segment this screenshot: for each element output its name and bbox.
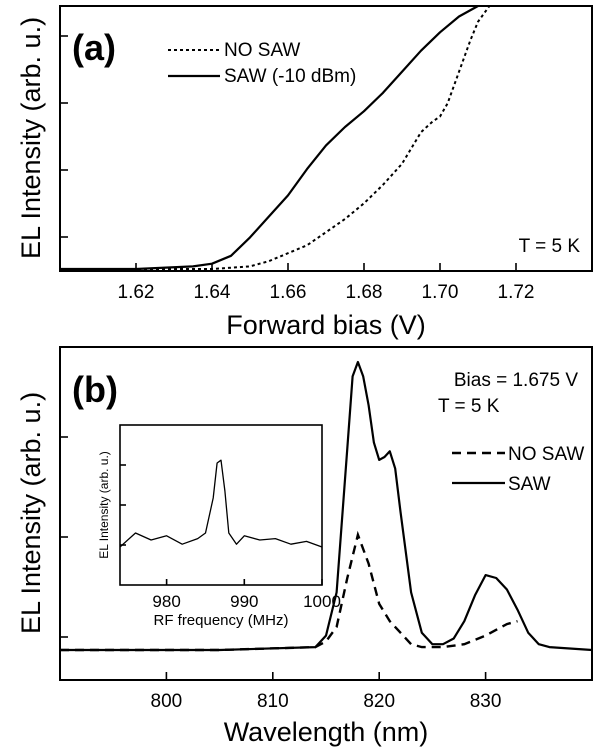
panel-a-x-tick-label: 1.62 — [118, 282, 155, 303]
inset-frame — [119, 424, 323, 586]
panel-b-series-no-saw-line — [60, 530, 518, 652]
panel-b-frame — [59, 346, 593, 681]
panel-b-series-saw-line — [60, 360, 593, 652]
panel-b-x-tick-label: 830 — [470, 691, 502, 712]
inset-x-axis-label: RF frequency (MHz) — [153, 612, 288, 629]
panel-a-x-tick-label: 1.68 — [346, 282, 383, 303]
panel-a-x-ticks: 1.62 1.64 1.66 1.68 1.70 1.72 — [118, 263, 535, 303]
panel-b-series — [60, 360, 593, 652]
legend-b-saw-label: SAW — [508, 474, 551, 495]
legend-a: NO SAW SAW (-10 dBm) — [168, 40, 356, 87]
inset-x-tick-label: 1000 — [303, 592, 341, 611]
panel-a-x-axis-label: Forward bias (V) — [226, 310, 426, 340]
inset-y-axis-label: EL Intensity (arb. u.) — [97, 451, 111, 559]
inset-chart: 980 990 1000 RF frequency (MHz) EL Intensi… — [97, 424, 341, 629]
inset-series — [119, 459, 323, 548]
inset-x-tick-label: 980 — [152, 592, 180, 611]
legend-a-saw-label: SAW (-10 dBm) — [224, 66, 356, 87]
panel-b-bias: Bias = 1.675 V — [454, 370, 578, 391]
panel-a-series-saw-line — [60, 5, 479, 271]
inset-series-line — [119, 459, 323, 548]
panel-a-x-tick-label: 1.66 — [270, 282, 307, 303]
panel-a-x-tick-label: 1.64 — [194, 282, 231, 303]
panel-b-y-ticks — [60, 436, 68, 638]
panel-a-temperature: T = 5 K — [519, 236, 581, 257]
panel-a-series-no-saw-line — [60, 5, 491, 270]
panel-b-x-axis-label: Wavelength (nm) — [224, 717, 429, 747]
panel-a-frame — [59, 5, 593, 272]
legend-a-no-saw-label: NO SAW — [224, 40, 300, 61]
panel-a-x-tick-label: 1.72 — [498, 282, 535, 303]
panel-b-x-tick-label: 820 — [363, 691, 395, 712]
panel-a-series — [60, 5, 491, 271]
panel-b-temperature: T = 5 K — [438, 396, 500, 417]
panel-b-x-tick-label: 800 — [151, 691, 183, 712]
panel-b: 800 810 820 830 (b) Bias = 1.675 V T = 5 K … — [16, 346, 593, 747]
panel-a-label: (a) — [72, 27, 116, 68]
panel-b-y-axis-label: EL Intensity (arb. u.) — [16, 392, 46, 634]
panel-a-x-tick-label: 1.70 — [422, 282, 459, 303]
panel-a-y-axis-label: EL Intensity (arb. u.) — [16, 17, 46, 259]
inset-x-tick-label: 990 — [230, 592, 258, 611]
panel-a-y-ticks — [60, 35, 68, 238]
inset-x-ticks: 980 990 1000 — [152, 579, 341, 611]
panel-b-x-tick-label: 810 — [257, 691, 289, 712]
panel-b-x-ticks: 800 810 820 830 — [151, 672, 502, 712]
legend-b: NO SAW SAW — [452, 444, 584, 495]
panel-b-label: (b) — [72, 369, 118, 410]
panel-a: 1.62 1.64 1.66 1.68 1.70 1.72 (a) NO SAW SAW … — [16, 5, 593, 340]
legend-b-no-saw-label: NO SAW — [508, 444, 584, 465]
